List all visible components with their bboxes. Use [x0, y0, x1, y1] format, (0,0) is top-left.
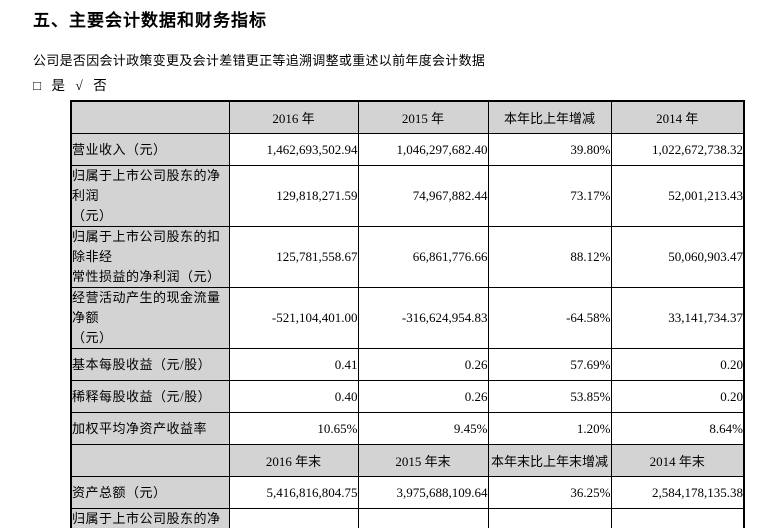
col-header-empty: [70, 100, 230, 134]
section-title: 五、主要会计数据和财务指标: [33, 11, 267, 30]
cell-value: 66,861,776.66: [357, 226, 489, 288]
col-header-2015: 2015 年: [357, 100, 489, 134]
cell-value: 39.80%: [487, 133, 612, 166]
table-header-row-year-end: 2016 年末 2015 年末 本年末比上年末增减 2014 年末: [70, 444, 745, 477]
cell-value: 1,046,297,682.40: [357, 133, 489, 166]
financial-indicators-table: 2016 年 2015 年 本年比上年增减 2014 年 营业收入（元） 1,4…: [70, 100, 745, 528]
cell-value: 33,141,734.37: [610, 287, 745, 349]
cell-value: -521,104,401.00: [228, 287, 359, 349]
cell-value: -316,624,954.83: [357, 287, 489, 349]
row-label: 加权平均净资产收益率: [70, 412, 230, 445]
cell-value: 761,672,326.05: [610, 508, 745, 528]
cell-value: 3,975,688,109.64: [357, 476, 489, 509]
table-row: 基本每股收益（元/股） 0.41 0.26 57.69% 0.20: [70, 348, 745, 381]
col-header-2016: 2016 年: [228, 100, 359, 134]
cell-value: 2,584,178,135.38: [610, 476, 745, 509]
cell-value: 74,967,882.44: [357, 165, 489, 227]
cell-value: 10.65%: [228, 412, 359, 445]
cell-value: 50,060,903.47: [610, 226, 745, 288]
yes-option-label: 是: [51, 78, 66, 93]
cell-value: 82.53%: [487, 508, 612, 528]
yes-no-options: □ 是 √ 否: [33, 74, 114, 94]
row-label: 稀释每股收益（元/股）: [70, 380, 230, 413]
row-label: 经营活动产生的现金流量净额 （元）: [70, 287, 230, 349]
cell-value: 0.20: [610, 348, 745, 381]
cell-value: 1,462,693,502.94: [228, 133, 359, 166]
checkbox-unchecked-icon: □: [33, 78, 42, 93]
checkmark-icon: √: [75, 78, 83, 93]
col-header-2016-end: 2016 年末: [228, 444, 359, 477]
col-header-2015-end: 2015 年末: [357, 444, 489, 477]
row-label: 资产总额（元）: [70, 476, 230, 509]
row-label: 归属于上市公司股东的净利润 （元）: [70, 165, 230, 227]
table-row: 加权平均净资产收益率 10.65% 9.45% 1.20% 8.64%: [70, 412, 745, 445]
table-header-row-annual: 2016 年 2015 年 本年比上年增减 2014 年: [70, 100, 745, 134]
cell-value: -64.58%: [487, 287, 612, 349]
row-label: 归属于上市公司股东的扣除非经 常性损益的净利润（元）: [70, 226, 230, 288]
cell-value: 125,781,558.67: [228, 226, 359, 288]
cell-value: 53.85%: [487, 380, 612, 413]
cell-value: 0.40: [228, 380, 359, 413]
row-label: 基本每股收益（元/股）: [70, 348, 230, 381]
col-header-yoy-change: 本年比上年增减: [487, 100, 612, 134]
table-row: 归属于上市公司股东的净利润 （元） 129,818,271.59 74,967,…: [70, 165, 745, 227]
row-label: 营业收入（元）: [70, 133, 230, 166]
cell-value: 1.20%: [487, 412, 612, 445]
cell-value: 57.69%: [487, 348, 612, 381]
cell-value: 36.25%: [487, 476, 612, 509]
cell-value: 1,022,672,738.32: [610, 133, 745, 166]
table-row: 稀释每股收益（元/股） 0.40 0.26 53.85% 0.20: [70, 380, 745, 413]
row-label: 归属于上市公司股东的净资产 （元）: [70, 508, 230, 528]
cell-value: 0.41: [228, 348, 359, 381]
table-row: 归属于上市公司股东的净资产 （元） 1,511,258,904.97 827,9…: [70, 508, 745, 528]
cell-value: 0.26: [357, 380, 489, 413]
table-row: 资产总额（元） 5,416,816,804.75 3,975,688,109.6…: [70, 476, 745, 509]
cell-value: 9.45%: [357, 412, 489, 445]
table-row: 经营活动产生的现金流量净额 （元） -521,104,401.00 -316,6…: [70, 287, 745, 349]
cell-value: 0.20: [610, 380, 745, 413]
cell-value: 52,001,213.43: [610, 165, 745, 227]
table-row: 营业收入（元） 1,462,693,502.94 1,046,297,682.4…: [70, 133, 745, 166]
cell-value: 1,511,258,904.97: [228, 508, 359, 528]
col-header-year-end-change: 本年末比上年末增减: [487, 444, 612, 477]
col-header-empty: [70, 444, 230, 477]
cell-value: 73.17%: [487, 165, 612, 227]
cell-value: 5,416,816,804.75: [228, 476, 359, 509]
col-header-2014-end: 2014 年末: [610, 444, 745, 477]
no-option-label: 否: [93, 78, 107, 93]
cell-value: 0.26: [357, 348, 489, 381]
table-row: 归属于上市公司股东的扣除非经 常性损益的净利润（元） 125,781,558.6…: [70, 226, 745, 288]
cell-value: 88.12%: [487, 226, 612, 288]
cell-value: 827,954,751.18: [357, 508, 489, 528]
cell-value: 8.64%: [610, 412, 745, 445]
col-header-2014: 2014 年: [610, 100, 745, 134]
cell-value: 129,818,271.59: [228, 165, 359, 227]
restatement-question: 公司是否因会计政策变更及会计差错更正等追溯调整或重述以前年度会计数据: [33, 53, 486, 68]
